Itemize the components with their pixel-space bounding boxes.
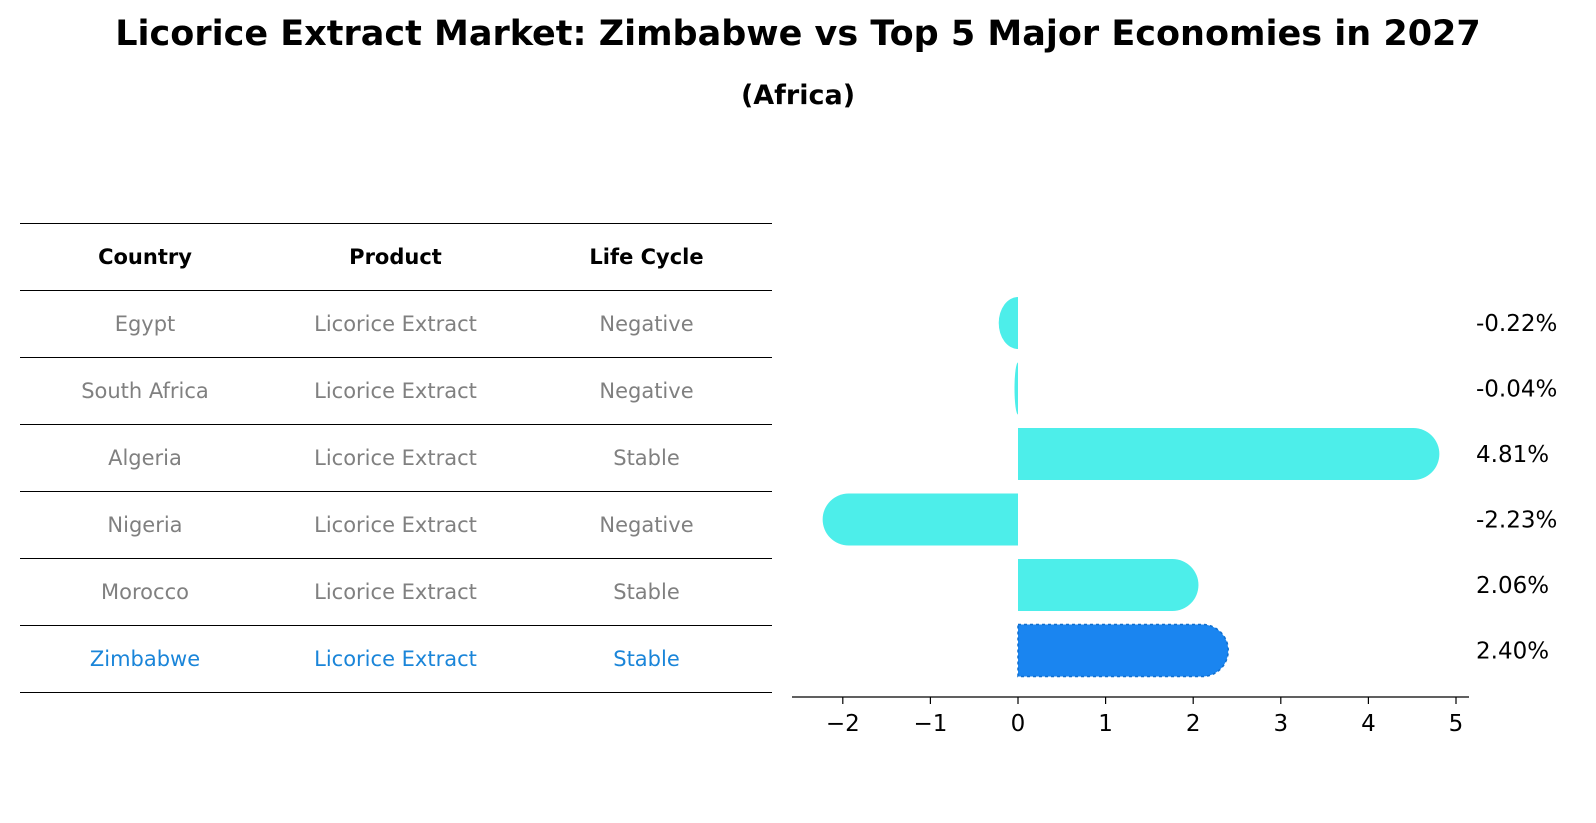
x-tick-label: 5 bbox=[1449, 711, 1464, 737]
table-row: Nigeria Licorice Extract Negative bbox=[20, 492, 772, 559]
cell-life-cycle: Stable bbox=[613, 446, 680, 470]
cell-country: Morocco bbox=[101, 580, 189, 604]
cell-product: Licorice Extract bbox=[314, 446, 477, 470]
cell-product: Licorice Extract bbox=[314, 379, 477, 403]
x-tick-label: 2 bbox=[1186, 711, 1201, 737]
cell-life-cycle: Stable bbox=[613, 580, 680, 604]
cell-life-cycle: Stable bbox=[613, 647, 680, 671]
bar-morocco bbox=[1018, 559, 1199, 611]
data-label: 4.81% bbox=[1476, 442, 1549, 468]
table-header-row: Country Product Life Cycle bbox=[20, 223, 772, 291]
data-label: -2.23% bbox=[1476, 508, 1557, 534]
table-row: Morocco Licorice Extract Stable bbox=[20, 559, 772, 626]
cell-life-cycle: Negative bbox=[599, 379, 694, 403]
bar-zimbabwe bbox=[1018, 624, 1229, 677]
bar-nigeria bbox=[822, 493, 1018, 546]
chart-title: Licorice Extract Market: Zimbabwe vs Top… bbox=[115, 14, 1481, 54]
cell-country: Nigeria bbox=[107, 513, 183, 537]
bar-egypt bbox=[998, 297, 1018, 349]
table-row-highlighted: Zimbabwe Licorice Extract Stable bbox=[20, 626, 772, 693]
cell-country: Zimbabwe bbox=[89, 647, 201, 671]
data-label: 2.06% bbox=[1476, 573, 1549, 599]
table-row: South Africa Licorice Extract Negative bbox=[20, 358, 772, 425]
cell-product: Licorice Extract bbox=[314, 580, 477, 604]
table-row: Algeria Licorice Extract Stable bbox=[20, 425, 772, 492]
cell-product: Licorice Extract bbox=[314, 312, 477, 336]
data-label: -0.22% bbox=[1476, 311, 1557, 337]
data-label: 2.40% bbox=[1476, 639, 1549, 665]
x-tick-label: 1 bbox=[1098, 711, 1113, 737]
cell-country: Algeria bbox=[108, 446, 182, 470]
cell-life-cycle: Negative bbox=[599, 312, 694, 336]
x-tick-label: 4 bbox=[1361, 711, 1376, 737]
cell-country: South Africa bbox=[81, 379, 209, 403]
x-tick-label: −1 bbox=[913, 711, 947, 737]
header-life-cycle: Life Cycle bbox=[589, 245, 704, 269]
cell-life-cycle: Negative bbox=[599, 513, 694, 537]
bar-highlight-outline bbox=[1017, 623, 1229, 678]
chart-subtitle: (Africa) bbox=[740, 80, 856, 111]
bar-algeria bbox=[1018, 428, 1440, 480]
x-tick-label: −2 bbox=[826, 711, 860, 737]
data-table: Country Product Life Cycle Egypt Licoric… bbox=[20, 223, 772, 693]
cell-product: Licorice Extract bbox=[314, 647, 477, 671]
bar-south-africa bbox=[1014, 362, 1018, 415]
x-tick-label: 0 bbox=[1011, 711, 1026, 737]
cell-country: Egypt bbox=[114, 312, 176, 336]
x-tick-label: 3 bbox=[1273, 711, 1288, 737]
header-country: Country bbox=[98, 245, 192, 269]
header-product: Product bbox=[349, 245, 442, 269]
cell-product: Licorice Extract bbox=[314, 513, 477, 537]
table-row: Egypt Licorice Extract Negative bbox=[20, 291, 772, 358]
data-label: -0.04% bbox=[1476, 377, 1557, 403]
